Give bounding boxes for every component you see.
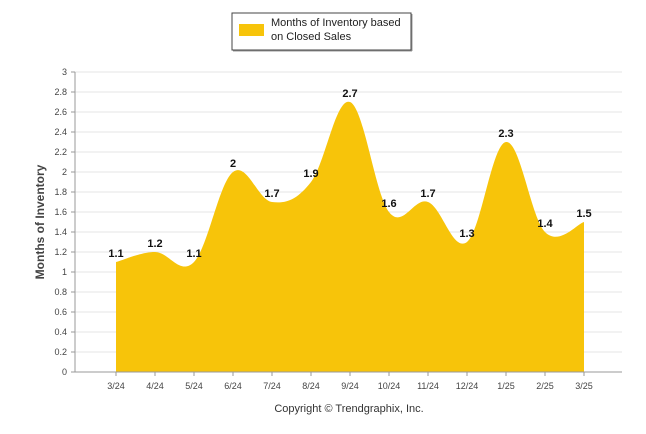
data-label: 1.2: [147, 238, 162, 250]
data-label: 1.7: [264, 188, 279, 200]
y-tick-label: 1.6: [54, 207, 67, 217]
x-tick-label: 3/24: [107, 381, 125, 391]
legend-swatch: [239, 24, 264, 36]
y-tick-label: 0.4: [54, 327, 67, 337]
x-tick-label: 8/24: [302, 381, 320, 391]
legend-text-line-2: on Closed Sales: [271, 31, 352, 43]
series-area-fill: [116, 101, 584, 373]
y-tick-label: 0.2: [54, 347, 67, 357]
data-labels: 1.1 1.2 1.1 2 1.7 1.9 2.7 1.6 1.7 1.3 2.3 1.4 1.5: [108, 88, 591, 260]
y-tick-label: 1.8: [54, 187, 67, 197]
data-label: 1.6: [381, 198, 396, 210]
x-tick-label: 10/24: [378, 381, 401, 391]
y-tick-labels: 0 0.2 0.4 0.6 0.8 1 1.2 1.4 1.6 1.8 2 2.2 2.4 2.6 2.8 3: [54, 67, 75, 377]
x-tick-label: 7/24: [263, 381, 281, 391]
y-tick-label: 1.4: [54, 227, 67, 237]
data-label: 2.3: [498, 128, 513, 140]
data-label: 1.7: [420, 188, 435, 200]
data-label: 2: [230, 158, 236, 170]
data-label: 1.1: [186, 248, 201, 260]
y-tick-label: 2.6: [54, 107, 67, 117]
y-tick-label: 2.8: [54, 87, 67, 97]
series-area: [116, 101, 584, 373]
data-label: 1.3: [459, 228, 474, 240]
y-tick-label: 0: [62, 367, 67, 377]
data-label: 1.9: [303, 168, 318, 180]
y-tick-label: 2: [62, 167, 67, 177]
y-tick-label: 1: [62, 267, 67, 277]
x-tick-label: 1/25: [497, 381, 515, 391]
y-tick-label: 0.6: [54, 307, 67, 317]
x-tick-label: 11/24: [417, 381, 439, 391]
copyright-text: Copyright © Trendgraphix, Inc.: [274, 403, 423, 415]
x-tick-label: 9/24: [341, 381, 359, 391]
legend-text-line-1: Months of Inventory based: [271, 17, 401, 29]
data-label: 2.7: [342, 88, 357, 100]
x-tick-label: 3/25: [575, 381, 593, 391]
data-label: 1.5: [576, 208, 591, 220]
data-label: 1.4: [537, 218, 553, 230]
x-tick-label: 4/24: [146, 381, 164, 391]
axes: [74, 72, 622, 373]
x-tick-label: 5/24: [185, 381, 203, 391]
x-tick-label: 12/24: [456, 381, 479, 391]
y-tick-label: 2.4: [54, 127, 67, 137]
y-tick-label: 3: [62, 67, 67, 77]
y-tick-label: 1.2: [54, 247, 67, 257]
y-tick-label: 0.8: [54, 287, 67, 297]
y-tick-label: 2.2: [54, 147, 67, 157]
x-tick-label: 6/24: [224, 381, 242, 391]
y-axis-label: Months of Inventory: [33, 164, 47, 279]
x-tick-label: 2/25: [536, 381, 554, 391]
legend: Months of Inventory based on Closed Sale…: [231, 12, 413, 52]
x-tick-labels: 3/24 4/24 5/24 6/24 7/24 8/24 9/24 10/24 11/24 12…: [107, 372, 593, 391]
data-label: 1.1: [108, 248, 123, 260]
